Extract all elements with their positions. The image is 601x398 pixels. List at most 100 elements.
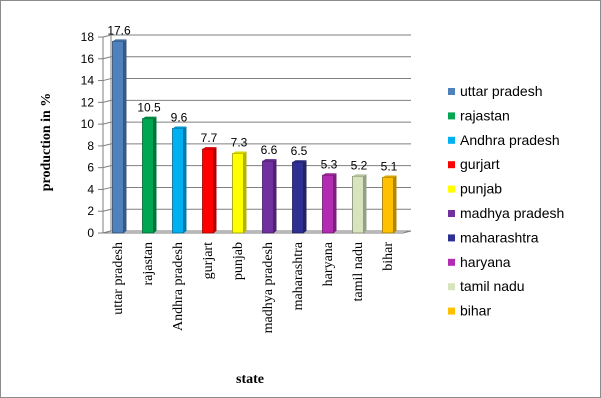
legend-label: haryana: [460, 254, 511, 270]
x-tick-labels: uttar pradesh rajastan Andhra pradesh gurja…: [111, 241, 396, 333]
bar-top: [112, 39, 127, 42]
legend-label: uttar pradesh: [460, 83, 543, 99]
bar-front: [262, 160, 274, 234]
legend-swatch: [448, 283, 455, 291]
grid-diag: [102, 208, 112, 212]
data-label: 17.6: [107, 23, 131, 37]
y-tick-label: 4: [87, 182, 94, 196]
x-tick-label: bihar: [381, 242, 396, 271]
bar: [172, 126, 187, 234]
legend-label: punjab: [460, 181, 502, 197]
data-label: 7.7: [201, 131, 218, 145]
bar-front: [232, 153, 244, 234]
data-label: 6.5: [291, 144, 308, 158]
bar-side: [393, 175, 397, 233]
legend-label: gurjart: [460, 156, 500, 172]
bar-top: [382, 175, 397, 178]
bar-top: [202, 147, 217, 150]
bar: [202, 147, 217, 234]
bar-side: [303, 160, 307, 233]
x-tick-label: uttar pradesh: [111, 242, 126, 315]
bar-side: [363, 174, 367, 233]
data-label: 5.3: [321, 157, 338, 171]
bar-front: [202, 148, 214, 234]
legend-item: rajastan: [448, 107, 510, 123]
y-tick-label: 18: [81, 30, 95, 44]
legend-label: tamil nadu: [460, 278, 525, 294]
bar-top: [292, 160, 307, 163]
x-tick-label: rajastan: [141, 242, 156, 286]
bar: [292, 160, 307, 234]
bar-side: [153, 116, 157, 233]
bar: [112, 39, 127, 234]
y-tick-label: 6: [87, 161, 94, 175]
grid-diag: [102, 121, 112, 125]
bar-front: [292, 161, 304, 234]
x-tick-label: Andhra pradesh: [171, 242, 186, 331]
data-label: 10.5: [137, 101, 161, 115]
x-tick-label: gurjart: [201, 242, 216, 279]
bar-top: [352, 174, 367, 177]
bars: [112, 39, 397, 234]
legend-item: punjab: [448, 181, 502, 197]
y-tick-label: 2: [87, 204, 94, 218]
data-labels: 17.6 10.5 9.6 7.7 7.3 6.6 6.5 5.3 5.2 5.1: [107, 23, 397, 173]
grid-diag: [102, 99, 112, 103]
bar-top: [172, 126, 187, 129]
legend-swatch: [448, 234, 455, 242]
bar-front: [322, 174, 334, 234]
legend-swatch: [448, 258, 455, 266]
data-label: 9.6: [171, 110, 188, 124]
legend-label: madhya pradesh: [460, 205, 564, 221]
legend-swatch: [448, 88, 455, 95]
legend-swatch: [448, 112, 455, 120]
bar-side: [333, 173, 337, 233]
bar: [382, 175, 397, 234]
legend-item: uttar pradesh: [448, 83, 543, 99]
x-tick-label: punjab: [231, 242, 246, 280]
grid-diag: [102, 143, 112, 147]
legend-item: tamil nadu: [448, 278, 525, 294]
legend-swatch: [448, 210, 455, 217]
x-tick-label: haryana: [321, 241, 336, 286]
legend-item: bihar: [448, 303, 491, 319]
x-axis-title: state: [236, 372, 264, 387]
y-tick-label: 10: [81, 117, 95, 131]
data-label: 5.2: [351, 158, 368, 172]
legend-swatch: [448, 161, 455, 169]
data-label: 5.1: [381, 159, 398, 173]
legend: uttar pradesh rajastan Andhra pradesh gurja…: [448, 83, 564, 319]
bar-side: [273, 159, 277, 233]
bar-front: [142, 118, 154, 234]
x-tick-label: tamil nadu: [351, 242, 366, 302]
y-tick-label: 14: [81, 74, 95, 88]
bar: [262, 159, 277, 234]
bar-side: [243, 151, 247, 233]
legend-item: haryana: [448, 254, 511, 270]
legend-label: rajastan: [460, 107, 510, 123]
bar-front: [172, 128, 184, 234]
x-tick-label: madhya pradesh: [261, 242, 276, 333]
legend-label: maharashtra: [460, 229, 539, 245]
bar-top: [322, 173, 337, 176]
bar-side: [183, 126, 187, 233]
grid-diag: [102, 56, 112, 60]
legend-item: Andhra pradesh: [448, 132, 560, 148]
bar-side: [123, 39, 127, 233]
bar-top: [262, 159, 277, 162]
y-tick-labels: 0 2 4 6 8 10 12 14 16 18: [81, 30, 95, 240]
grid-diag: [102, 34, 112, 38]
data-label: 6.6: [261, 143, 278, 157]
bar: [322, 173, 337, 234]
legend-label: Andhra pradesh: [460, 132, 560, 148]
legend-item: maharashtra: [448, 229, 539, 245]
y-tick-label: 16: [81, 52, 95, 66]
legend-item: gurjart: [448, 156, 500, 172]
bar-top: [232, 151, 247, 154]
bar: [352, 174, 367, 234]
bar-side: [213, 147, 217, 233]
bar-front: [352, 175, 364, 234]
y-tick-label: 0: [87, 226, 94, 240]
legend-swatch: [448, 307, 455, 315]
